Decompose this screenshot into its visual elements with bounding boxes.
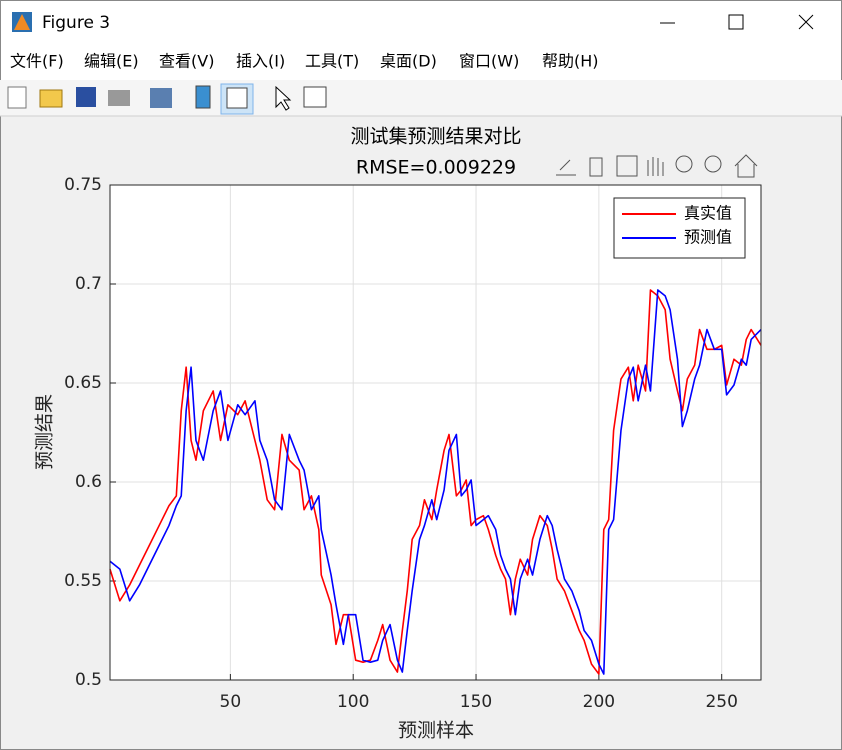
print-button[interactable]: [108, 90, 130, 106]
link-button[interactable]: [150, 88, 172, 108]
menu-item[interactable]: 帮助(H): [542, 52, 599, 71]
open-button[interactable]: [39, 89, 63, 108]
y-tick-label: 0.75: [64, 175, 102, 195]
menu-item[interactable]: 工具(T): [305, 52, 359, 71]
menu-item[interactable]: 编辑(E): [84, 52, 139, 71]
x-axis-label: 预测样本: [398, 720, 474, 742]
home-icon[interactable]: [734, 154, 758, 178]
legend-button-glyph: [226, 87, 248, 109]
save-button[interactable]: [76, 87, 96, 107]
legend-label: 真实值: [684, 204, 732, 223]
x-tick-label: 250: [705, 692, 737, 712]
maximize-button[interactable]: [728, 14, 744, 30]
y-tick-label: 0.5: [75, 670, 102, 690]
window-title: Figure 3: [42, 13, 110, 33]
data-line: [109, 289, 762, 675]
menu-item[interactable]: 文件(F): [10, 52, 64, 71]
menu-item[interactable]: 桌面(D): [380, 52, 437, 71]
x-tick-label: 200: [583, 692, 615, 712]
plot-area: [110, 185, 761, 680]
menu-item[interactable]: 插入(I): [236, 52, 285, 71]
toolbar: [0, 80, 842, 116]
export-icon[interactable]: [556, 159, 576, 176]
menu-item[interactable]: 窗口(W): [459, 52, 519, 71]
x-tick-label: 150: [460, 692, 492, 712]
menu-item[interactable]: 查看(V): [159, 52, 214, 71]
pan-icon[interactable]: [647, 157, 664, 176]
legend-label: 预测值: [684, 228, 732, 247]
app-icon-glyph: [14, 14, 30, 30]
zoom-in-icon[interactable]: [675, 155, 693, 173]
title-menu-background: [0, 0, 842, 80]
y-tick-label: 0.55: [64, 571, 102, 591]
pointer-button[interactable]: [275, 85, 292, 111]
data-line: [109, 289, 762, 675]
zoom-out-icon[interactable]: [704, 155, 722, 173]
close-button[interactable]: [798, 14, 814, 30]
y-tick-label: 0.7: [75, 274, 102, 294]
property-button[interactable]: [303, 86, 327, 108]
y-tick-label: 0.65: [64, 373, 102, 393]
axes-box: [109, 184, 762, 681]
legend-box: [613, 197, 746, 259]
chart-title: 测试集预测结果对比: [350, 126, 521, 148]
axes-toolbar: [556, 154, 758, 178]
y-axis-label: 预测结果: [34, 394, 56, 470]
chart-subtitle: RMSE=0.009229: [356, 157, 516, 179]
datatip-icon[interactable]: [616, 155, 638, 177]
new-button[interactable]: [7, 86, 27, 109]
x-tick-label: 100: [337, 692, 369, 712]
x-tick-label: 50: [220, 692, 242, 712]
colorbar-button[interactable]: [195, 85, 211, 109]
brush-icon[interactable]: [589, 157, 603, 177]
y-tick-label: 0.6: [75, 472, 102, 492]
